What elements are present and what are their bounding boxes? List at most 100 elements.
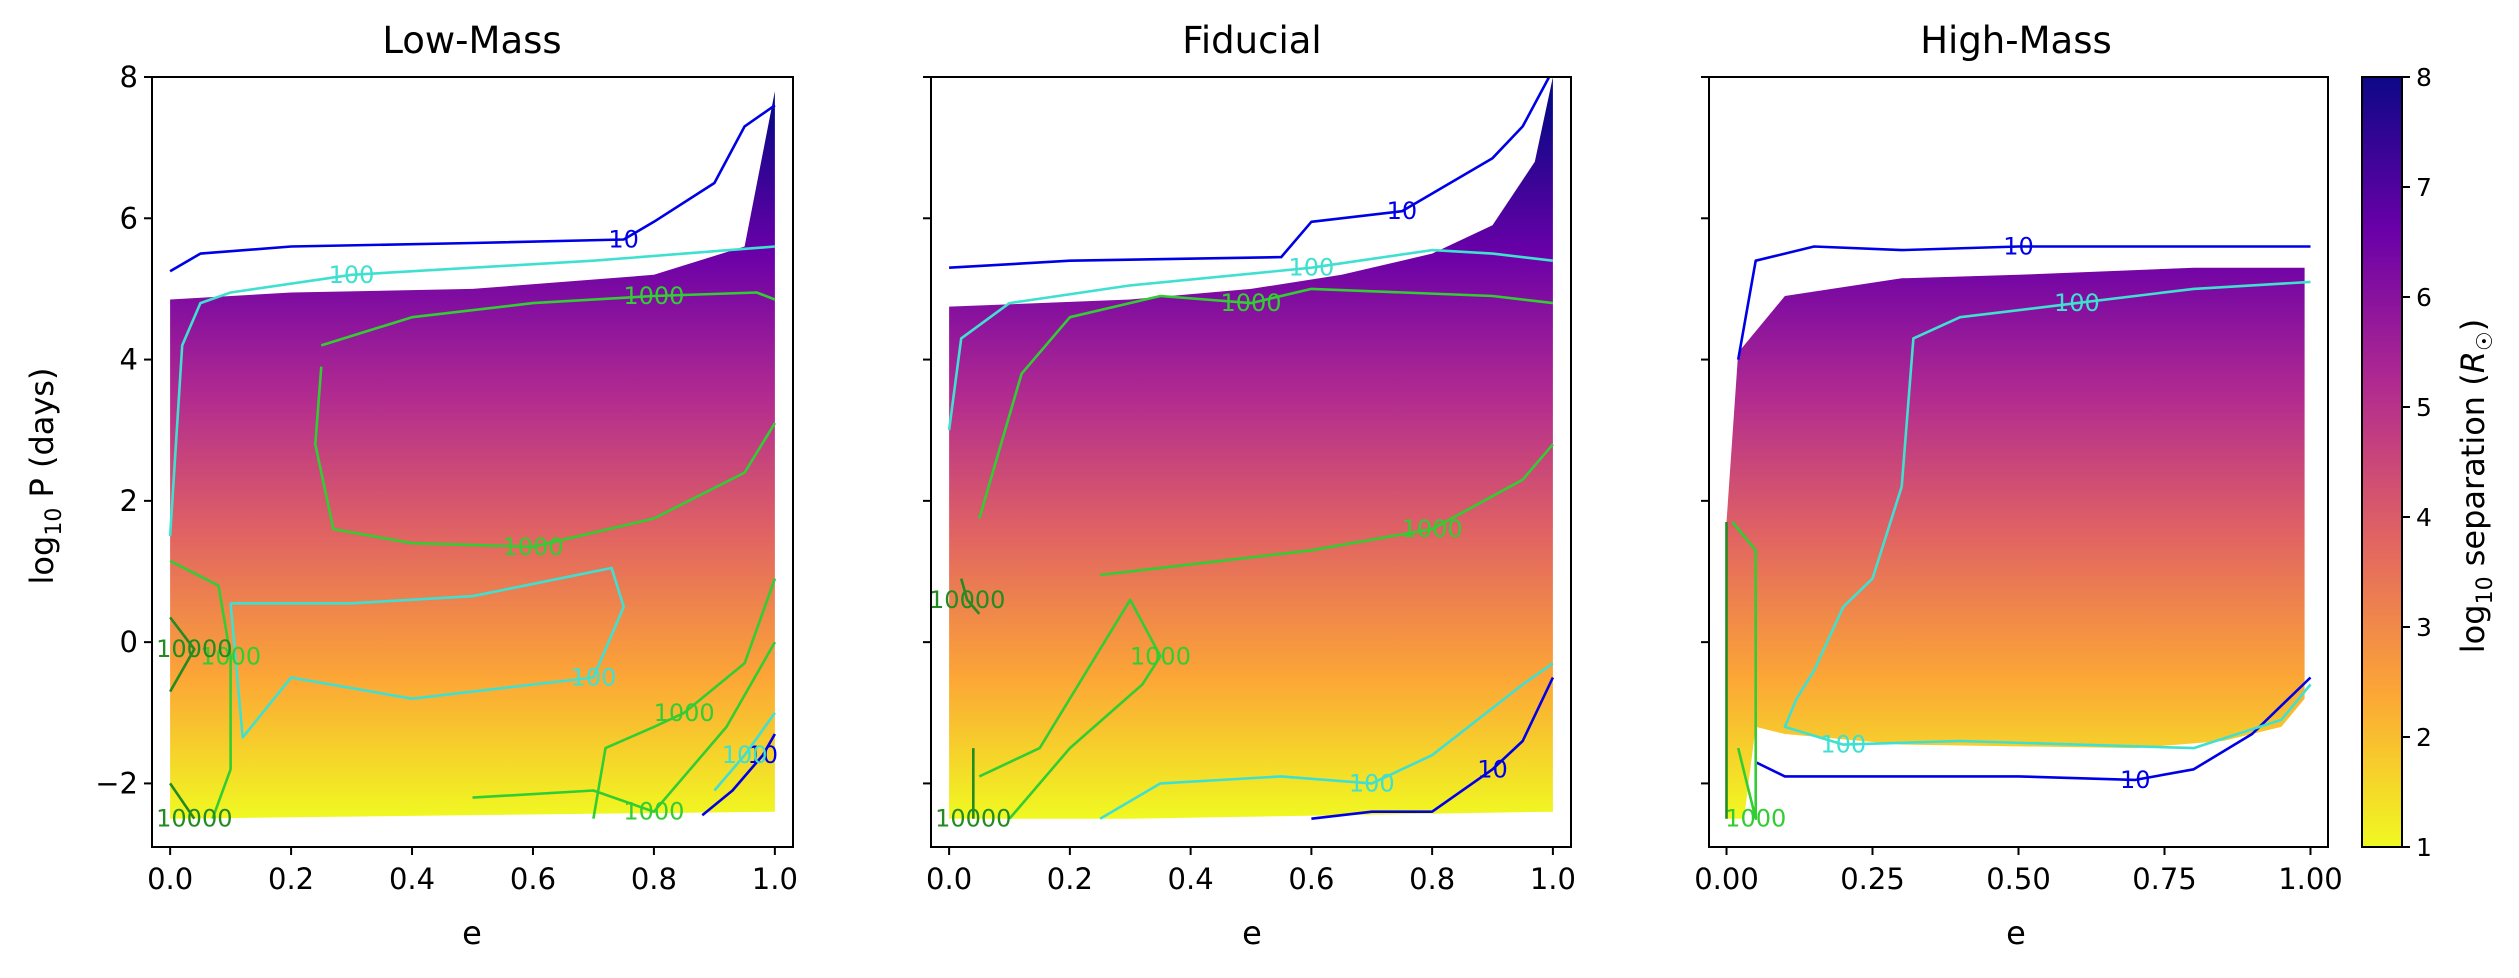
contour-label: 100	[722, 741, 768, 769]
y-tick-label: 8	[120, 60, 138, 94]
colorbar-tick-label: 3	[2416, 613, 2432, 642]
contour-label: 1000	[623, 798, 684, 826]
panel-low-mass: 1010100100100100010001000100010001000010…	[95, 60, 798, 896]
y-tick-label: 0	[120, 625, 138, 659]
panel-title-fiducial: Fiducial	[1182, 19, 1321, 62]
panel-high-mass: 10 10 100 100 1000 0.00 0.25 0.50 0.75 1.00	[1694, 76, 2343, 896]
contour-10	[1736, 245, 2311, 360]
colorbar-tick-label: 2	[2416, 723, 2432, 752]
contour-1000	[1099, 443, 1554, 577]
contour-100	[229, 566, 626, 739]
colorbar: 1 2 3 4 5 6 7 8	[2361, 63, 2432, 862]
colorbar-tick-label: 7	[2416, 173, 2432, 202]
contour-10000	[959, 578, 981, 615]
panel-title-high-mass: High-Mass	[1920, 19, 2112, 62]
contour-10000	[169, 782, 196, 820]
x-axis-label-high-mass: e	[2006, 914, 2026, 952]
colorbar-label: log10 separation (R☉)	[2454, 319, 2498, 653]
colorbar-tick-label: 6	[2416, 283, 2432, 312]
contour-label: 100	[2054, 289, 2100, 317]
x-tick-label: 0.2	[268, 862, 314, 896]
x-tick-label: 0.6	[510, 862, 556, 896]
x-tick-label: 0.00	[1694, 862, 1759, 896]
contour-label: 1000	[623, 282, 684, 310]
contour-1000	[320, 291, 776, 347]
colorbar-gradient	[2361, 76, 2403, 848]
contour-10	[701, 733, 777, 817]
contour-1000	[1731, 521, 1757, 821]
contour-label: 10	[1387, 197, 1418, 225]
contour-label: 1000	[1725, 805, 1786, 833]
contour-label: 100	[329, 261, 375, 289]
contour-label: 10000	[156, 805, 232, 833]
axes-frame	[930, 76, 1572, 848]
contour-label: 10000	[935, 805, 1011, 833]
x-tick-label: 0.6	[1288, 862, 1334, 896]
contour-label: 10000	[929, 586, 1005, 614]
x-tick-label: 1.00	[2278, 862, 2343, 896]
contour-label: 10	[1477, 755, 1508, 783]
y-tick-label: 6	[120, 201, 138, 235]
contour-label: 100	[571, 663, 617, 691]
contour-1000	[472, 641, 777, 814]
x-tick-label: 0.4	[1168, 862, 1214, 896]
contour-1000	[978, 287, 1554, 519]
x-tick-label: 0.2	[1047, 862, 1093, 896]
contour-10	[169, 104, 776, 273]
contour-100	[713, 712, 776, 792]
contour-10	[949, 77, 1551, 269]
scatter-points-region	[170, 91, 775, 819]
x-tick-label: 0.75	[2132, 862, 2197, 896]
contour-label: 10000	[156, 635, 232, 663]
contour-label: 100	[1288, 254, 1334, 282]
x-tick-label: 0.8	[631, 862, 677, 896]
y-axis-label: log10 P (days)	[23, 368, 67, 585]
contour-1000	[978, 598, 1162, 820]
colorbar-tick-label: 5	[2416, 393, 2432, 422]
y-tick-label: 2	[120, 484, 138, 518]
contour-label: 100	[1820, 731, 1866, 759]
x-tick-label: 0.8	[1409, 862, 1455, 896]
contour-10	[1311, 676, 1555, 820]
contour-label: 1000	[1402, 515, 1463, 543]
contour-1000	[592, 578, 777, 819]
x-tick-label: 0.0	[926, 862, 972, 896]
contour-1000	[169, 559, 232, 820]
x-tick-label: 1.0	[752, 862, 798, 896]
x-tick-label: 0.4	[389, 862, 435, 896]
contour-label: 1000	[200, 642, 261, 670]
contour-100	[1783, 486, 2312, 750]
contour-label: 1000	[654, 699, 715, 727]
contour-label: 10	[2120, 766, 2151, 794]
contour-label: 1000	[1130, 642, 1191, 670]
scatter-points-region	[1726, 267, 2305, 819]
contour-1000	[313, 366, 777, 549]
scatter-points-region	[949, 77, 1553, 819]
colorbar-tick-label: 4	[2416, 503, 2432, 532]
contour-label: 10	[608, 225, 639, 253]
colorbar-tick-label: 1	[2416, 833, 2432, 862]
y-tick-label: −2	[95, 766, 138, 800]
panel-title-low-mass: Low-Mass	[382, 19, 561, 62]
x-tick-label: 1.0	[1530, 862, 1576, 896]
contour-label: 1000	[1220, 289, 1281, 317]
contour-label: 100	[1349, 769, 1395, 797]
contour-100	[947, 248, 1554, 431]
contour-label: 10	[2003, 233, 2034, 261]
colorbar-tick-label: 8	[2416, 63, 2432, 92]
contour-100	[1900, 280, 2311, 487]
x-tick-label: 0.50	[1986, 862, 2051, 896]
y-tick-label: 4	[120, 343, 138, 377]
contour-10	[1755, 676, 2312, 782]
x-tick-label: 0.25	[1840, 862, 1905, 896]
x-tick-label: 0.0	[147, 862, 193, 896]
contour-100	[1099, 662, 1554, 820]
contour-100	[168, 245, 776, 537]
x-axis-label-low-mass: e	[462, 914, 482, 952]
contour-10000	[168, 616, 196, 693]
x-axis-label-fiducial: e	[1242, 914, 1262, 952]
axes-frame	[151, 76, 794, 848]
contour-label: 1000	[502, 533, 563, 561]
